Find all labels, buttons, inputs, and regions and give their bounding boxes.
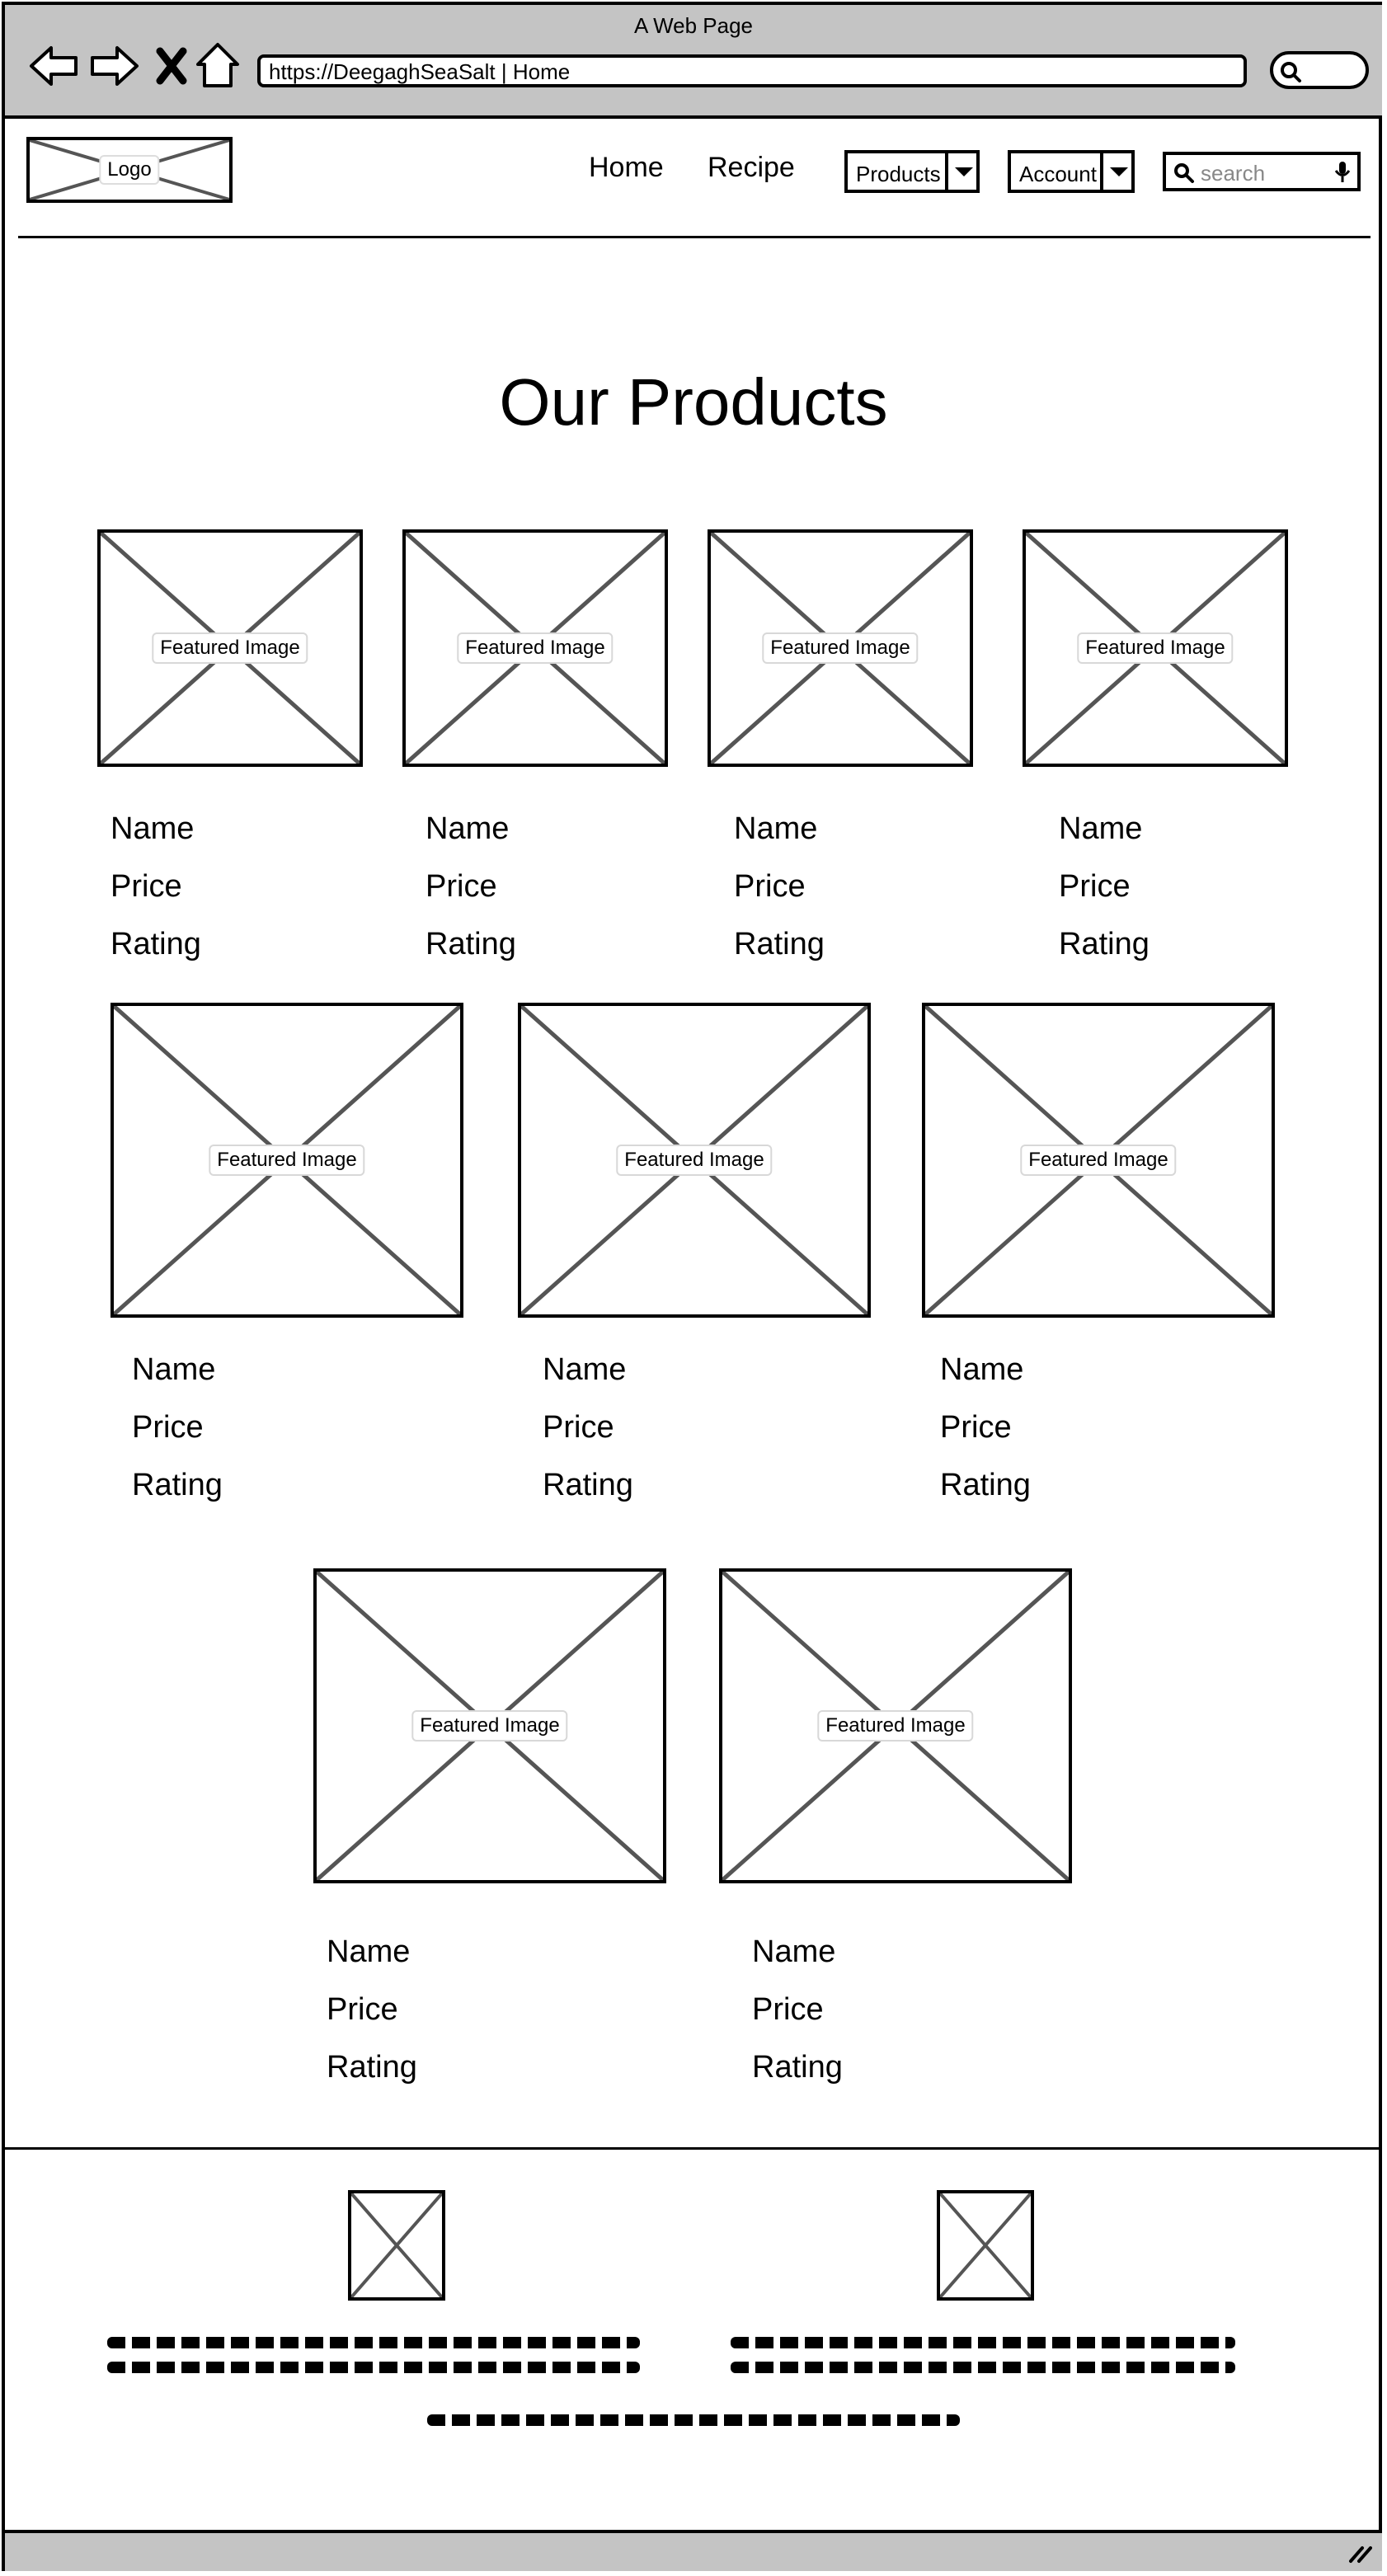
resize-grip-icon[interactable]	[1347, 2543, 1372, 2564]
footer-text-placeholder	[731, 2362, 1235, 2373]
product-image-label: Featured Image	[1020, 1145, 1177, 1176]
search-icon	[1281, 62, 1301, 82]
product-image[interactable]: Featured Image	[313, 1568, 666, 1883]
footer-text-placeholder	[427, 2414, 960, 2426]
product-price: Price	[543, 1410, 614, 1445]
account-dropdown-label: Account	[1019, 162, 1097, 186]
product-price: Price	[110, 869, 182, 904]
product-price: Price	[132, 1410, 204, 1445]
browser-toolbar: A Web Page https://DeegaghSeaSalt | Home	[5, 5, 1382, 119]
footer-text-placeholder	[107, 2337, 640, 2348]
product-name: Name	[327, 1934, 411, 1969]
chevron-down-icon	[1100, 153, 1131, 190]
address-bar[interactable]: https://DeegaghSeaSalt | Home	[257, 54, 1247, 87]
image-placeholder-icon	[938, 2192, 1032, 2299]
product-name: Name	[110, 811, 195, 846]
product-image[interactable]: Featured Image	[708, 529, 973, 767]
product-rating: Rating	[426, 927, 516, 961]
forward-arrow-icon[interactable]	[87, 40, 140, 92]
nav-home-link[interactable]: Home	[589, 152, 664, 183]
product-price: Price	[327, 1992, 398, 2027]
product-image-label: Featured Image	[209, 1145, 365, 1176]
home-icon[interactable]	[191, 40, 244, 92]
footer-image	[348, 2190, 445, 2301]
search-icon	[1174, 163, 1194, 183]
product-name: Name	[752, 1934, 836, 1969]
product-price: Price	[752, 1992, 824, 2027]
product-rating: Rating	[752, 2050, 843, 2085]
account-dropdown[interactable]: Account	[1008, 150, 1135, 193]
logo-label: Logo	[99, 155, 160, 185]
products-dropdown[interactable]: Products	[844, 150, 980, 193]
product-rating: Rating	[327, 2050, 417, 2085]
product-rating: Rating	[110, 927, 201, 961]
product-name: Name	[1059, 811, 1143, 846]
site-search-input[interactable]: search	[1163, 152, 1361, 191]
product-rating: Rating	[734, 927, 825, 961]
product-image-label: Featured Image	[762, 632, 919, 664]
product-image[interactable]: Featured Image	[1023, 529, 1288, 767]
product-rating: Rating	[1059, 927, 1150, 961]
product-image[interactable]: Featured Image	[719, 1568, 1072, 1883]
product-image[interactable]: Featured Image	[922, 1003, 1275, 1318]
chevron-down-icon	[945, 153, 976, 190]
product-name: Name	[734, 811, 818, 846]
product-price: Price	[1059, 869, 1131, 904]
header-divider	[18, 236, 1371, 238]
product-image[interactable]: Featured Image	[402, 529, 668, 767]
footer-text-placeholder	[731, 2337, 1235, 2348]
close-icon[interactable]	[147, 40, 200, 92]
search-placeholder: search	[1201, 161, 1266, 186]
product-name: Name	[940, 1352, 1024, 1387]
product-image-label: Featured Image	[152, 632, 308, 664]
product-image[interactable]: Featured Image	[518, 1003, 871, 1318]
footer-text-placeholder	[107, 2362, 640, 2373]
product-name: Name	[132, 1352, 216, 1387]
product-rating: Rating	[940, 1468, 1031, 1502]
footer-image	[937, 2190, 1034, 2301]
image-placeholder-icon	[350, 2192, 444, 2299]
product-image-label: Featured Image	[616, 1145, 773, 1176]
product-name: Name	[543, 1352, 627, 1387]
product-rating: Rating	[543, 1468, 633, 1502]
product-rating: Rating	[132, 1468, 223, 1502]
browser-status-bar	[5, 2530, 1382, 2571]
site-logo[interactable]: Logo	[26, 137, 233, 203]
footer-divider	[5, 2147, 1382, 2150]
browser-search-button[interactable]	[1270, 51, 1369, 89]
product-image-label: Featured Image	[457, 632, 614, 664]
page-title: Our Products	[499, 364, 888, 439]
product-price: Price	[734, 869, 806, 904]
product-price: Price	[940, 1410, 1012, 1445]
products-dropdown-label: Products	[856, 162, 941, 186]
nav-recipe-link[interactable]: Recipe	[708, 152, 795, 183]
product-image-label: Featured Image	[817, 1710, 974, 1742]
product-image-label: Featured Image	[411, 1710, 568, 1742]
product-image[interactable]: Featured Image	[110, 1003, 463, 1318]
back-arrow-icon[interactable]	[28, 40, 81, 92]
product-price: Price	[426, 869, 497, 904]
product-name: Name	[426, 811, 510, 846]
product-image-label: Featured Image	[1077, 632, 1234, 664]
window-title: A Web Page	[633, 13, 754, 38]
microphone-icon[interactable]	[1333, 160, 1352, 185]
product-image[interactable]: Featured Image	[97, 529, 363, 767]
